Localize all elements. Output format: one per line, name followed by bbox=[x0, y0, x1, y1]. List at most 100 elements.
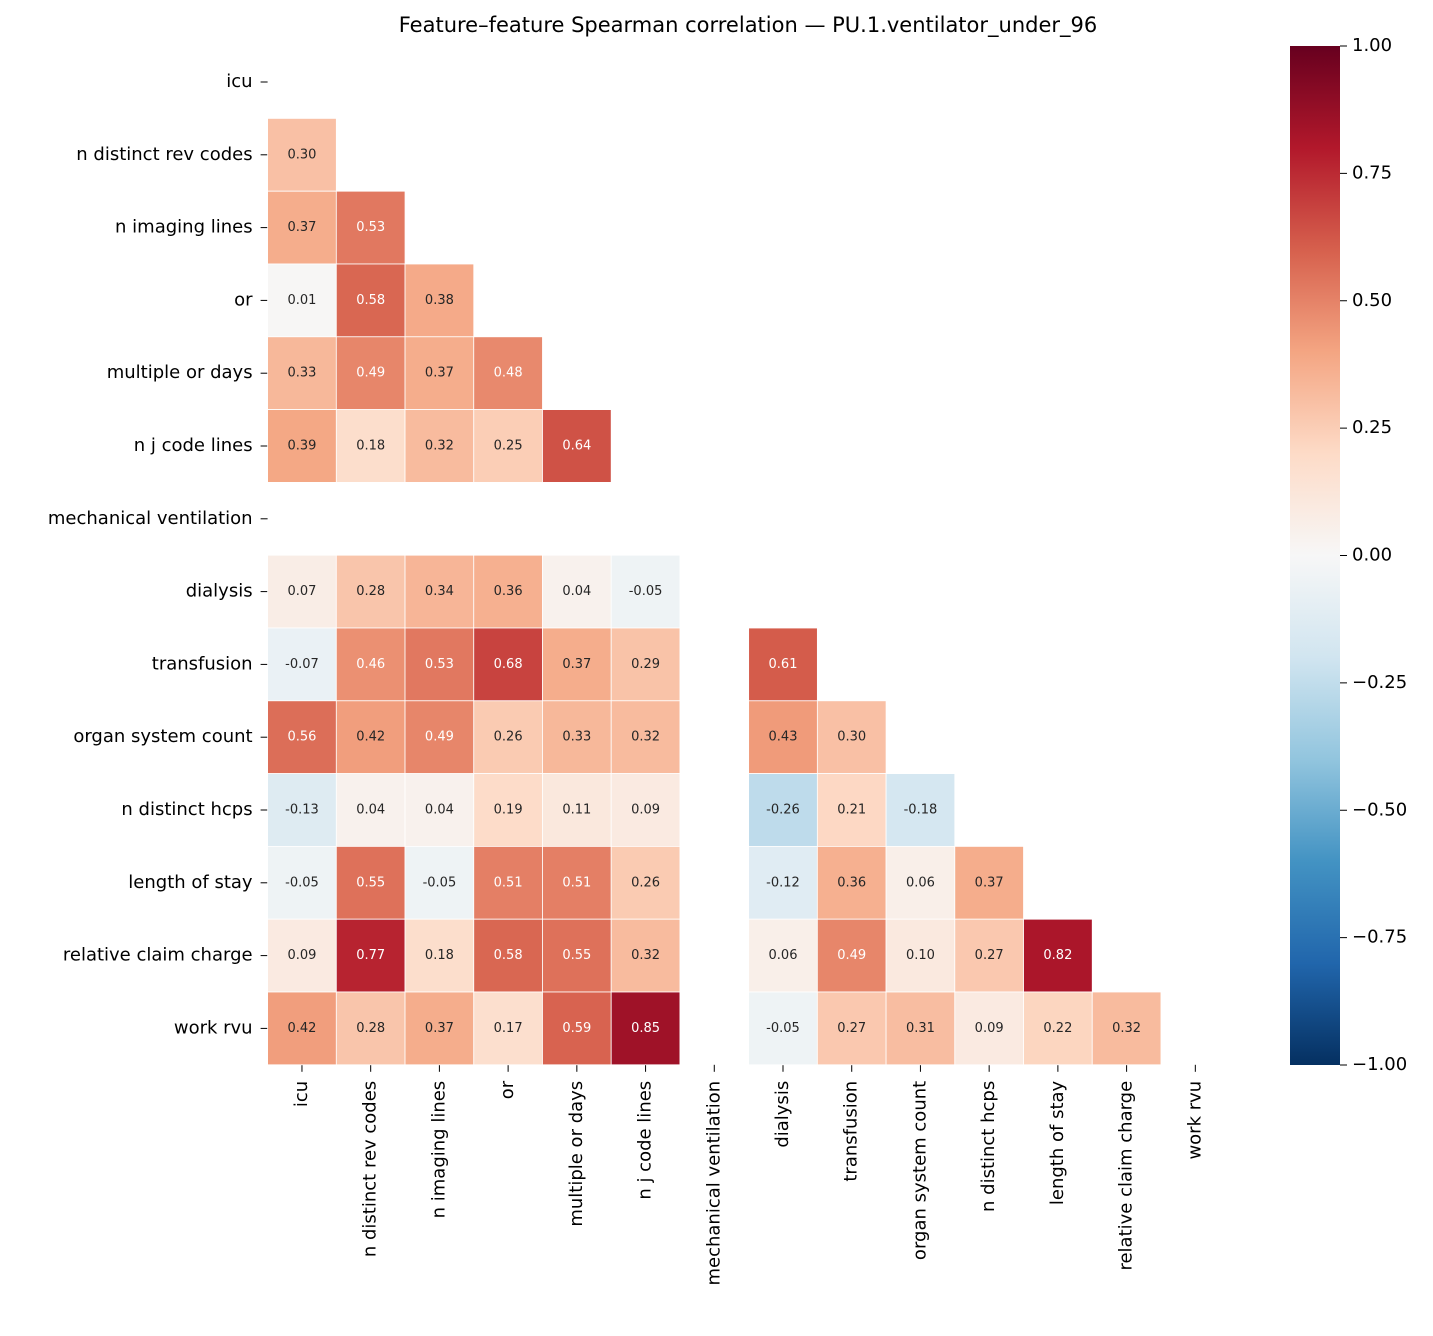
cell bbox=[954, 918, 1024, 993]
y-tick-label: dialysis bbox=[186, 581, 253, 602]
x-tick-label: n distinct hcps bbox=[978, 1081, 999, 1212]
cell-label: -0.18 bbox=[904, 803, 938, 818]
x-tick-label: multiple or days bbox=[566, 1081, 587, 1227]
y-tick-label: organ system count bbox=[73, 726, 252, 747]
cell-label: 0.36 bbox=[494, 584, 523, 599]
cell-label: -0.05 bbox=[285, 875, 319, 890]
cell bbox=[816, 918, 887, 993]
cell-label: 0.29 bbox=[631, 657, 660, 672]
cell-label: 0.82 bbox=[1043, 948, 1072, 963]
cell bbox=[267, 263, 337, 338]
colorbar-tick-label: 0.50 bbox=[1352, 290, 1392, 311]
cell-label: -0.13 bbox=[285, 803, 319, 818]
x-tick-label: transfusion bbox=[841, 1081, 862, 1182]
cell-label: 0.04 bbox=[356, 803, 385, 818]
cell-label: 0.33 bbox=[287, 366, 316, 381]
cell-label: 0.38 bbox=[425, 293, 454, 308]
cell bbox=[816, 846, 887, 920]
cell-label: 0.77 bbox=[356, 948, 385, 963]
x-tick-label: organ system count bbox=[909, 1081, 930, 1260]
x-tick-label: n distinct rev codes bbox=[360, 1081, 381, 1257]
cell-label: 0.33 bbox=[562, 730, 591, 745]
cell bbox=[542, 991, 612, 1066]
cell-label: 0.37 bbox=[425, 366, 454, 381]
cell-label: 0.58 bbox=[356, 293, 385, 308]
x-tick-label: n imaging lines bbox=[428, 1081, 449, 1219]
cell-label: -0.05 bbox=[423, 875, 457, 890]
cell-label: 0.27 bbox=[975, 948, 1004, 963]
cell bbox=[816, 773, 887, 847]
cell-label: 0.49 bbox=[356, 366, 385, 381]
cell bbox=[954, 991, 1024, 1066]
cell-label: 0.07 bbox=[287, 584, 316, 599]
cell-label: 0.06 bbox=[769, 948, 798, 963]
cell-label: 0.17 bbox=[494, 1021, 523, 1036]
cell bbox=[542, 846, 612, 920]
cell bbox=[610, 991, 681, 1066]
cell-label: -0.07 bbox=[285, 657, 319, 672]
x-tick-label: n j code lines bbox=[635, 1081, 656, 1200]
cell-label: 0.32 bbox=[631, 730, 660, 745]
colorbar-tick-label: −0.50 bbox=[1352, 799, 1407, 820]
cell-label: 0.32 bbox=[631, 948, 660, 963]
cell-label: 0.09 bbox=[975, 1021, 1004, 1036]
y-tick-label: n distinct rev codes bbox=[76, 144, 252, 165]
cell bbox=[954, 846, 1024, 920]
y-tick-label: mechanical ventilation bbox=[48, 508, 253, 529]
cell bbox=[610, 918, 681, 993]
cell bbox=[748, 627, 818, 702]
cell-label: -0.05 bbox=[766, 1021, 800, 1036]
cell-label: 0.26 bbox=[631, 875, 660, 890]
colorbar-tick-label: −0.75 bbox=[1352, 927, 1407, 948]
cell bbox=[335, 918, 406, 993]
cell-label: 0.46 bbox=[356, 657, 385, 672]
colorbar-tick-label: −0.25 bbox=[1352, 672, 1407, 693]
cell bbox=[1023, 991, 1093, 1066]
cell bbox=[335, 700, 406, 774]
cell-label: 0.26 bbox=[494, 730, 523, 745]
x-tick-label: or bbox=[497, 1080, 518, 1099]
cell-label: 0.56 bbox=[287, 730, 316, 745]
cell-label: 0.51 bbox=[494, 875, 523, 890]
cell bbox=[335, 846, 406, 920]
cell-label: 0.42 bbox=[356, 730, 385, 745]
cell bbox=[885, 991, 956, 1066]
cell-label: 0.61 bbox=[769, 657, 798, 672]
cell bbox=[542, 554, 612, 629]
cell-label: 0.32 bbox=[1112, 1021, 1141, 1036]
cell bbox=[335, 190, 406, 265]
cell bbox=[816, 700, 887, 774]
cell-label: -0.12 bbox=[766, 875, 800, 890]
cell-label: 0.34 bbox=[425, 584, 454, 599]
cell bbox=[335, 773, 406, 847]
cell bbox=[816, 991, 887, 1066]
y-tick-label: or bbox=[234, 289, 253, 310]
cell-label: 0.36 bbox=[837, 875, 866, 890]
cell bbox=[1091, 991, 1162, 1066]
cell-label: 0.49 bbox=[425, 730, 454, 745]
cell-label: 0.21 bbox=[837, 803, 866, 818]
cell-label: 0.37 bbox=[287, 220, 316, 235]
cell bbox=[542, 918, 612, 993]
cell bbox=[610, 627, 681, 702]
cell bbox=[473, 918, 543, 993]
cell-label: 0.11 bbox=[562, 803, 591, 818]
cell-label: 0.04 bbox=[425, 803, 454, 818]
cell-label: 0.51 bbox=[562, 875, 591, 890]
y-tick-label: length of stay bbox=[128, 872, 253, 893]
cell bbox=[473, 846, 543, 920]
y-tick-label: transfusion bbox=[152, 653, 253, 674]
cell bbox=[335, 991, 406, 1066]
cell bbox=[404, 991, 475, 1066]
colorbar-tick-label: 0.00 bbox=[1352, 545, 1392, 566]
x-tick-label: length of stay bbox=[1047, 1080, 1068, 1205]
cell bbox=[610, 846, 681, 920]
colorbar-tick-label: 0.75 bbox=[1352, 162, 1392, 183]
cell-label: 0.09 bbox=[287, 948, 316, 963]
cell-label: 0.37 bbox=[425, 1021, 454, 1036]
cell bbox=[267, 700, 337, 774]
cell-label: 0.18 bbox=[356, 439, 385, 454]
cell bbox=[473, 409, 543, 483]
cell bbox=[267, 118, 337, 192]
